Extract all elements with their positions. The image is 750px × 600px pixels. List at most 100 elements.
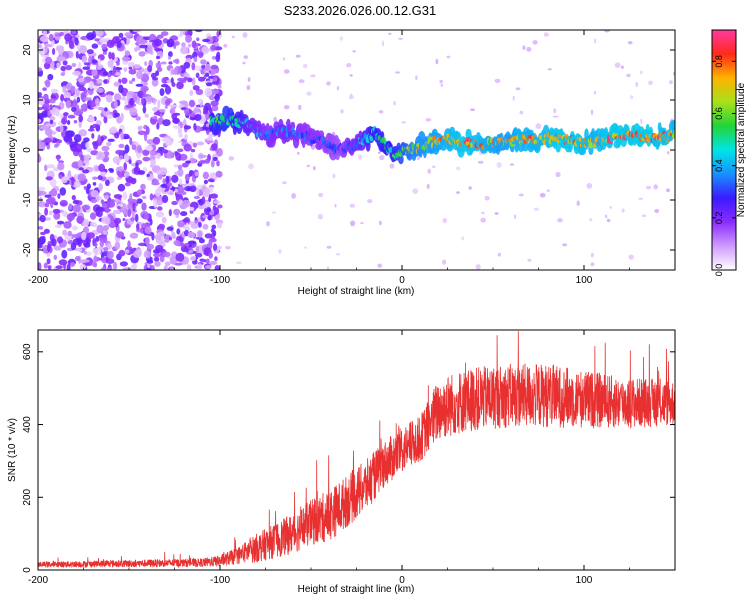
spectrogram-cell (377, 263, 383, 268)
spectrogram-cell (130, 217, 135, 222)
spectrogram-cell (203, 179, 208, 185)
spectrogram-cell (115, 231, 125, 239)
spectrogram-cell (496, 162, 502, 168)
spectrogram-cell (210, 193, 219, 199)
x-tick-label: 100 (576, 575, 593, 586)
spectrogram-cell (146, 173, 150, 177)
spectrogram-cell (171, 232, 176, 239)
spectrogram-cell (94, 242, 98, 248)
spectrogram-cell (156, 201, 162, 206)
spectrogram-cell (124, 98, 129, 106)
spectrogram-cell (124, 32, 134, 37)
spectrogram-cell (535, 123, 542, 129)
spectrogram-cell (81, 204, 90, 211)
spectrogram-cell (110, 199, 115, 203)
spectrogram-cell (494, 212, 499, 215)
spectrogram-cell (43, 93, 49, 101)
spectrogram-cell (193, 123, 197, 131)
spectrogram-cell (243, 55, 248, 59)
spectrogram-cell (74, 143, 83, 153)
spectrogram-cell (543, 32, 549, 37)
spectrogram-cell (53, 254, 58, 260)
spectrogram-cell (135, 116, 141, 121)
spectrogram-cell (65, 83, 71, 90)
spectrogram-cell (38, 119, 42, 123)
spectrogram-cell (100, 199, 105, 205)
spectrogram-cell (170, 77, 174, 84)
spectrogram-cell (378, 110, 384, 114)
spectrogram-cell (88, 100, 97, 108)
spectrogram-cell (576, 200, 580, 207)
spectrogram-cell (164, 140, 173, 146)
spectrogram-cell (208, 132, 213, 140)
spectrogram-cell (494, 78, 501, 83)
spectrogram-cell (178, 126, 182, 136)
spectrogram-cell (190, 148, 196, 153)
spectrogram-cell (183, 76, 188, 81)
spectrogram-cell (56, 154, 60, 162)
spectrogram-cell (216, 160, 220, 167)
spectrogram-cell (96, 87, 104, 93)
spectrogram-cell (326, 245, 332, 249)
spectrogram-cell (46, 258, 51, 265)
spectrogram-cell (398, 37, 403, 40)
spectrogram-cell (38, 226, 44, 230)
spectrogram-cell (306, 164, 310, 168)
y-tick-label: 0 (22, 567, 33, 573)
spectrogram-cell (203, 201, 212, 209)
spectrogram-cell (139, 44, 148, 49)
spectrogram-cell (193, 195, 200, 200)
spectrogram-cell (427, 168, 432, 174)
spectrogram-cell (145, 145, 153, 151)
spectrogram-cell (157, 99, 161, 108)
spectrogram-cell (62, 60, 68, 66)
spectrogram-cell (626, 73, 631, 78)
spectrogram-cell (60, 65, 66, 72)
spectrogram-cell (47, 265, 52, 270)
spectrogram-cell (93, 141, 99, 150)
spectrogram-cell (179, 30, 184, 36)
spectrogram-cell (146, 243, 155, 250)
spectrogram-cell (214, 265, 220, 270)
spectrogram-cell (195, 252, 203, 258)
spectrogram-cell (97, 175, 103, 181)
spectrogram-cell (76, 215, 84, 224)
spectrogram-cell (298, 104, 302, 111)
spectrogram-cell (45, 128, 53, 136)
spectrogram-cell (168, 209, 172, 217)
spectrogram-cell (164, 85, 172, 95)
spectrogram-cell (205, 140, 214, 144)
spectrogram-cell (46, 164, 56, 169)
spectrogram-cell (91, 59, 98, 64)
spectrogram-cell (168, 236, 172, 241)
spectrogram-cell (191, 77, 196, 86)
spectrogram-cell (159, 108, 166, 113)
spectrogram-cell (606, 218, 611, 223)
spectrogram-cell (194, 30, 203, 33)
spectrogram-cell (185, 173, 190, 182)
spectrogram-cell (86, 232, 95, 239)
spectrogram-cell (78, 129, 88, 137)
spectrogram-cell (155, 244, 164, 252)
spectrogram-cell (72, 233, 81, 239)
spectrogram-cell (332, 173, 336, 179)
spectrogram-cell (180, 46, 189, 55)
spectrogram-cell (208, 252, 213, 259)
spectrogram-cell (209, 261, 218, 265)
spectrogram-cell (212, 156, 218, 162)
spectrogram-cell (120, 112, 124, 122)
spectrogram-cell (150, 159, 157, 167)
spectrogram-cell (113, 93, 122, 102)
spectrogram-cell (38, 67, 43, 72)
spectrogram-y-axis: 20 10 0 -10 -20 (22, 44, 675, 257)
y-tick-label: -10 (22, 192, 33, 207)
spectrogram-cell (212, 76, 217, 82)
spectrogram-cell (53, 212, 61, 220)
spectrogram-cell (589, 218, 593, 222)
spectrogram-cell (106, 250, 114, 259)
spectrogram-cell (653, 184, 658, 190)
spectrogram-cell (48, 210, 53, 216)
spectrogram-cell (153, 253, 162, 258)
x-tick-label: 0 (399, 575, 405, 586)
